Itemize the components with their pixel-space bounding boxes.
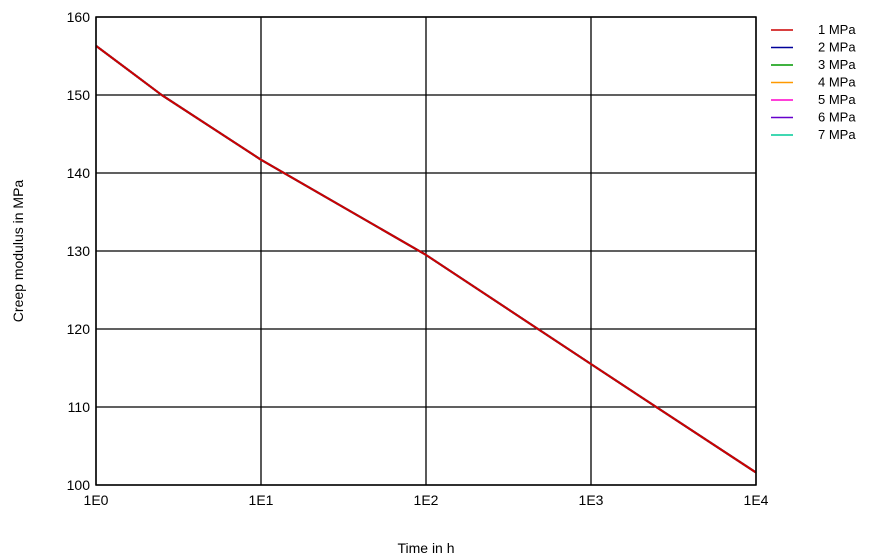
- x-axis-tick-labels: 1E0 1E1 1E2 1E3 1E4: [84, 492, 769, 508]
- x-tick-label: 1E1: [249, 492, 274, 508]
- y-tick-label: 160: [67, 9, 91, 25]
- legend-label: 3 MPa: [818, 57, 856, 72]
- x-tick-label: 1E2: [414, 492, 439, 508]
- x-axis-title: Time in h: [397, 540, 454, 556]
- legend-label: 2 MPa: [818, 40, 856, 55]
- legend-label: 4 MPa: [818, 75, 856, 90]
- x-tick-label: 1E0: [84, 492, 109, 508]
- legend-label: 6 MPa: [818, 110, 856, 125]
- legend-label: 7 MPa: [818, 127, 856, 142]
- plot-frame: [95, 16, 757, 486]
- y-tick-label: 100: [67, 477, 91, 493]
- y-tick-label: 110: [68, 399, 91, 415]
- legend-label: 5 MPa: [818, 92, 856, 107]
- y-tick-label: 120: [67, 321, 91, 337]
- y-tick-label: 150: [67, 87, 91, 103]
- y-tick-label: 140: [67, 165, 91, 181]
- y-tick-label: 130: [67, 243, 91, 259]
- grid: [95, 16, 757, 486]
- series-line-1-mpa: [95, 45, 757, 474]
- x-tick-label: 1E3: [579, 492, 604, 508]
- series-lines: [95, 45, 757, 474]
- x-tick-label: 1E4: [744, 492, 769, 508]
- y-axis-title: Creep modulus in MPa: [10, 180, 26, 323]
- legend: 1 MPa 2 MPa 3 MPa 4 MPa 5 MPa 6 MPa 7 MPa: [771, 22, 856, 142]
- y-axis-tick-labels: 100 110 120 130 140 150 160: [67, 9, 91, 493]
- legend-label: 1 MPa: [818, 22, 856, 37]
